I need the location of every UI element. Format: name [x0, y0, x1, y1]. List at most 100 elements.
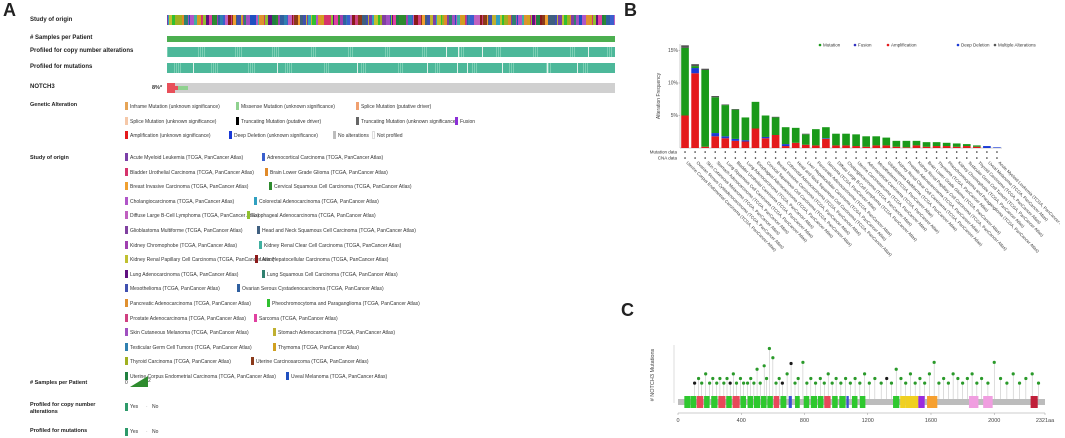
study-strip-segment	[535, 15, 540, 25]
protein-domain	[983, 396, 993, 408]
legend-mut-title: Profiled for mutations	[30, 428, 88, 434]
lollipop-head	[708, 381, 712, 385]
profile-stripe	[272, 47, 273, 57]
study-label: Glioblastoma Multiforme (TCGA, PanCancer…	[130, 228, 243, 234]
legend-study-title: Study of origin	[30, 155, 69, 161]
profile-stripe	[250, 63, 251, 73]
study-strip-segment	[483, 15, 488, 25]
study-strip-segment	[606, 15, 610, 25]
lollipop-head	[700, 381, 704, 385]
study-strip-segment	[197, 15, 202, 25]
genetic-swatch	[455, 117, 458, 125]
profile-stripe	[459, 47, 460, 57]
study-strip-segment	[213, 15, 218, 25]
y-tick-label: 10%	[668, 81, 679, 87]
lollipop-head	[834, 376, 838, 381]
study-strip-segment	[596, 15, 599, 25]
study-strip-segment	[321, 15, 325, 25]
study-strip-segment	[259, 15, 264, 25]
profile-stripe	[328, 63, 329, 73]
study-strip-segment	[591, 15, 594, 25]
profile-stripe	[204, 47, 205, 57]
genetic-label: No alterations	[338, 133, 369, 139]
profile-stripe	[426, 47, 427, 57]
study-swatch	[125, 269, 128, 278]
profile-gap	[446, 47, 447, 57]
bar-segment	[741, 117, 750, 141]
mutation-data-dot	[875, 151, 878, 153]
study-strip-segment	[499, 15, 502, 25]
profile-stripe	[422, 47, 423, 57]
study-strip-segment	[280, 15, 284, 25]
mutation-data-dot	[825, 151, 827, 153]
lollipop-head	[927, 372, 932, 376]
study-strip-segment	[271, 15, 273, 25]
bar-segment	[942, 142, 951, 147]
profile-stripe	[398, 63, 399, 73]
study-label: Kidney Renal Papillary Cell Carcinoma (T…	[130, 257, 275, 264]
bar-segment	[771, 117, 780, 135]
bar-segment	[711, 133, 720, 137]
study-strip-segment	[467, 15, 471, 25]
lollipop-head	[844, 376, 848, 381]
study-strip-segment	[297, 15, 300, 25]
lollipop-head	[728, 381, 732, 385]
study-strip-segment	[315, 15, 317, 25]
study-strip-segment	[316, 15, 318, 25]
profile-stripe	[363, 63, 364, 73]
legend-label: Fusion	[858, 43, 872, 48]
bar-segment	[711, 96, 720, 98]
genetic-label: Splice Mutation (unknown significance)	[130, 119, 217, 125]
study-strip-segment	[272, 15, 276, 25]
study-strip-segment	[307, 15, 308, 25]
protein-domain	[704, 396, 710, 408]
mutation-data-dot	[794, 151, 797, 153]
lollipop-head	[704, 372, 708, 376]
cna-data-dot	[734, 157, 737, 159]
bar-segment	[711, 136, 720, 148]
protein-domain	[927, 396, 938, 408]
study-strip-segment	[586, 15, 591, 25]
study-swatch	[125, 284, 128, 293]
lollipop-head	[998, 376, 1003, 381]
genetic-label: Amplification (unknown significance)	[130, 133, 211, 139]
panel-label-c: C	[621, 300, 634, 320]
study-strip-segment	[531, 15, 532, 25]
lollipop-head	[867, 381, 871, 385]
lollipop-head	[1005, 381, 1009, 385]
study-strip-segment	[496, 15, 500, 25]
study-strip-segment	[482, 15, 484, 25]
profile-stripe	[587, 63, 588, 73]
mutation-data-dot	[774, 151, 777, 153]
study-strip-segment	[473, 15, 481, 25]
cna-data-dot	[754, 157, 757, 159]
study-strip-segment	[529, 15, 532, 25]
study-strip-segment	[449, 15, 453, 25]
mutation-data-dot	[804, 151, 807, 153]
study-strip-segment	[188, 15, 190, 25]
study-strip-segment	[461, 15, 466, 25]
protein-domain	[905, 396, 913, 408]
lollipop-head	[711, 376, 715, 381]
bar-segment	[691, 73, 699, 148]
bar-segment	[791, 142, 800, 148]
lollipop-head	[801, 360, 805, 364]
study-strip-segment	[275, 15, 278, 25]
bar-segment	[922, 142, 931, 147]
lollipop-head	[809, 376, 813, 381]
study-label: Kidney Renal Clear Cell Carcinoma (TCGA,…	[264, 242, 402, 249]
bar-segment	[731, 140, 740, 148]
profile-stripe	[472, 63, 473, 73]
study-strip-segment	[579, 15, 583, 25]
profile-gap	[357, 63, 358, 73]
lollipop-head	[731, 372, 735, 376]
profile-stripe	[174, 63, 175, 73]
profile-stripe	[348, 47, 349, 57]
protein-domain	[824, 396, 831, 408]
missense-block	[178, 86, 188, 90]
study-strip-segment	[421, 15, 426, 25]
profile-stripe	[285, 63, 286, 73]
x-tick-label: 400	[737, 418, 746, 424]
profile-stripe	[237, 47, 238, 57]
lollipop-head	[734, 381, 739, 385]
